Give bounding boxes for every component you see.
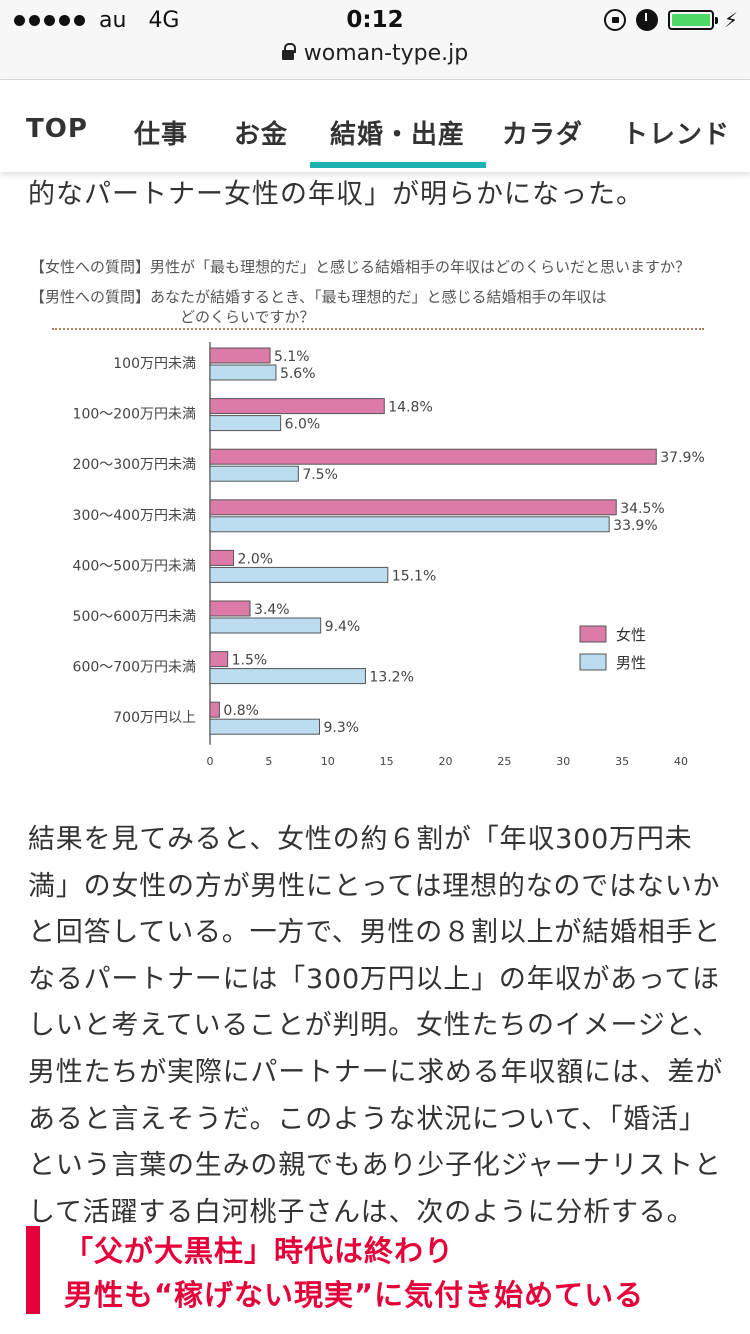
body-line: なるパートナーには「300万円以上」の年収があってほ <box>28 963 720 995</box>
nav-active-indicator <box>310 162 486 168</box>
padlock-icon <box>281 43 296 63</box>
data-label: 6.0% <box>285 417 321 433</box>
body-line: しいと考えていることが判明。女性たちのイメージと、 <box>28 1010 721 1042</box>
bar-men <box>209 364 277 381</box>
bar-women <box>209 347 271 364</box>
body-line: 男性たちが実際にパートナーに求める年収額には、差が <box>28 1056 723 1088</box>
data-label: 3.4% <box>254 602 290 618</box>
status-time: 0:12 <box>346 7 404 33</box>
legend-swatch <box>579 653 607 671</box>
data-label: 9.4% <box>325 619 361 635</box>
article-lead-text: 的なパートナー女性の年収」が明らかになった。 <box>28 179 644 210</box>
chart-question-men-line1: 【男性への質問】あなたが結婚するとき、「最も理想的だ」と感じる結婚相手の年収は <box>30 288 607 306</box>
bar-men <box>209 465 299 482</box>
nav-item-top[interactable]: TOP <box>26 114 88 144</box>
alarm-icon <box>635 9 658 31</box>
bar-men <box>209 668 366 685</box>
category-label: 300～400万円未満 <box>73 508 196 524</box>
category-label: 500～600万円未満 <box>73 609 196 625</box>
rotation-lock-icon <box>603 9 626 31</box>
category-label: 200～300万円未満 <box>73 457 196 473</box>
category-label: 600～700万円未満 <box>73 660 196 676</box>
x-tick-label: 20 <box>439 755 453 768</box>
legend-label: 女性 <box>616 626 646 644</box>
data-label: 5.1% <box>274 349 310 365</box>
signal-strength-icon <box>14 15 85 26</box>
body-line: あると言えそうだ。このような状況について、「婚活」 <box>28 1103 707 1135</box>
data-label: 15.1% <box>392 568 436 584</box>
data-label: 13.2% <box>369 670 413 686</box>
x-tick-label: 40 <box>674 755 688 768</box>
bar-women <box>209 701 220 718</box>
bar-women <box>209 549 235 566</box>
data-label: 9.3% <box>324 720 360 736</box>
nav-item-work[interactable]: 仕事 <box>134 120 189 150</box>
legend-label: 男性 <box>616 654 646 672</box>
url-domain[interactable]: woman-type.jp <box>303 41 469 66</box>
category-label: 100～200万円未満 <box>73 407 196 423</box>
category-nav: TOP 仕事 お金 結婚・出産 カラダ トレンド <box>0 80 750 172</box>
body-line: して活躍する白河桃子さんは、次のように分析する。 <box>28 1196 695 1228</box>
data-label: 0.8% <box>223 703 259 719</box>
data-label: 7.5% <box>302 467 338 483</box>
chart-plot: 100万円未満 5.1%5.6% 100～200万円未満 14.8% 6.0% 200～3… <box>73 342 705 768</box>
nav-item-body[interactable]: カラダ <box>502 120 584 150</box>
data-label: 34.5% <box>620 501 664 517</box>
income-chart: 【女性への質問】男性が「最も理想的だ」と感じる結婚相手の年収はどのくらいだと思い… <box>0 240 750 780</box>
data-label: 2.0% <box>238 551 274 567</box>
bar-men <box>209 566 389 583</box>
bar-women <box>209 448 657 465</box>
x-tick-label: 25 <box>497 755 511 768</box>
legend-swatch <box>579 625 607 643</box>
status-left: au 4G <box>14 8 179 33</box>
x-tick-label: 0 <box>207 755 214 768</box>
status-right: ⚡ <box>603 8 738 32</box>
body-line: という言葉の生みの親でもあり少子化ジャーナリストと <box>28 1150 722 1182</box>
x-tick-label: 15 <box>380 755 394 768</box>
x-tick-label: 35 <box>615 755 629 768</box>
body-line: 結果を見てみると、女性の約６割が「年収300万円未 <box>28 824 693 855</box>
body-line: 満」の女性の方が男性にとっては理想的なのではないか <box>28 870 721 902</box>
x-tick-label: 30 <box>556 755 570 768</box>
bar-men <box>209 516 610 533</box>
data-label: 37.9% <box>660 450 704 466</box>
carrier-name: au <box>99 8 127 33</box>
data-label: 1.5% <box>232 653 268 669</box>
section-heading-bar <box>26 1226 40 1314</box>
network-type: 4G <box>148 8 180 33</box>
bar-women <box>209 398 385 415</box>
status-bar: au 4G 0:12 ⚡ <box>0 0 750 40</box>
battery-icon <box>667 10 718 30</box>
chart-divider <box>52 328 704 330</box>
nav-item-trend[interactable]: トレンド <box>622 120 731 150</box>
article-body: 結果を見てみると、女性の約６割が「年収300万円未 満」の女性の方が男性にとって… <box>28 817 728 1236</box>
chart-question-women: 【女性への質問】男性が「最も理想的だ」と感じる結婚相手の年収はどのくらいだと思い… <box>30 258 691 276</box>
x-tick-label: 10 <box>321 755 335 768</box>
chart-question-men-line2: どのくらいですか？ <box>180 308 315 326</box>
category-label: 100万円未満 <box>113 356 196 372</box>
data-label: 14.8% <box>388 400 432 416</box>
bar-men <box>209 415 282 432</box>
data-label: 5.6% <box>280 366 316 382</box>
category-label: 700万円以上 <box>113 710 196 726</box>
bar-women <box>209 600 251 617</box>
charging-icon: ⚡ <box>723 8 738 32</box>
url-bar[interactable]: woman-type.jp <box>0 40 750 80</box>
bar-women <box>209 651 229 668</box>
section-heading-line1: 「父が大黒柱」時代は終わり <box>64 1234 455 1268</box>
bar-women <box>209 499 617 516</box>
data-label: 33.9% <box>613 518 657 534</box>
bar-men <box>209 617 322 634</box>
body-line: と回答している。一方で、男性の８割以上が結婚相手と <box>28 917 722 949</box>
nav-item-money[interactable]: お金 <box>234 120 289 150</box>
category-label: 400～500万円未満 <box>73 558 196 574</box>
section-heading-line2: 男性も“稼げない現実”に気付き始めている <box>64 1278 645 1312</box>
nav-item-marriage[interactable]: 結婚・出産 <box>330 120 466 150</box>
bar-men <box>209 718 321 735</box>
section-heading: 「父が大黒柱」時代は終わり 男性も“稼げない現実”に気付き始めている <box>26 1226 726 1316</box>
x-tick-label: 5 <box>265 755 272 768</box>
